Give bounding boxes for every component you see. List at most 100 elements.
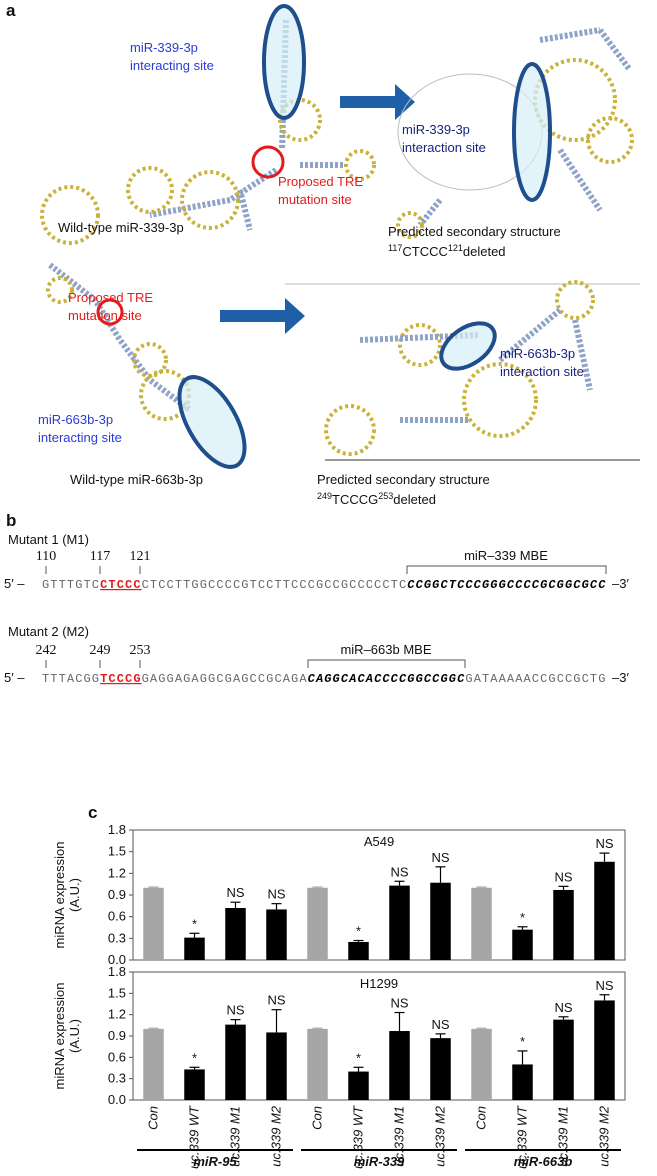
significance-label: * <box>356 1050 361 1065</box>
sequence: TTTACGGTCCCGGAGGAGAGGCGAGCCGCAGACAGGCACA… <box>42 672 607 686</box>
site-label: interacting site <box>38 430 122 445</box>
mbe-label: miR–339 MBE <box>464 548 548 563</box>
tre-label: Proposed TRE <box>278 174 363 189</box>
site-label: miR-339-3p <box>130 40 198 55</box>
tre-label: mutation site <box>278 192 352 207</box>
site-label: interaction site <box>402 140 486 155</box>
bar <box>307 1028 328 1100</box>
x-tick-label: uc.339 M2 <box>269 1105 284 1166</box>
x-tick-label: uc.339 WT <box>351 1105 366 1169</box>
bar <box>143 1028 164 1100</box>
significance-label: * <box>356 924 361 939</box>
seq-part: GATAAAAACCGCCGCTG <box>465 672 606 686</box>
position: 117 <box>90 549 110 564</box>
significance-label: NS <box>554 1000 572 1015</box>
y-tick-label: 1.8 <box>108 964 126 979</box>
group-label: miR-339 <box>354 1154 405 1169</box>
seq-part: CTCCTTGGCCCCGTCCTTCCCGCCGCCCCCTC <box>142 578 408 592</box>
x-tick-label: uc.339 M1 <box>228 1106 243 1167</box>
tre-label: Proposed TRE <box>68 290 153 305</box>
significance-label: NS <box>595 978 613 993</box>
significance-label: * <box>520 1034 525 1049</box>
bar <box>512 1064 533 1100</box>
rna-structure <box>40 4 634 245</box>
x-tick-label: Con <box>146 1106 161 1130</box>
y-tick-label: 0.6 <box>108 1049 126 1064</box>
deletion: 117CTCCC121deleted <box>388 243 506 259</box>
x-tick-label: Con <box>310 1106 325 1130</box>
group-label: miR-95 <box>193 1154 237 1169</box>
bar <box>348 1071 369 1100</box>
bar <box>266 1032 287 1100</box>
bar <box>307 887 328 960</box>
seq-deleted: CTCCC <box>100 578 142 592</box>
y-tick-label: 0.3 <box>108 1071 126 1086</box>
bar <box>184 1069 205 1100</box>
x-tick-label: Con <box>474 1106 489 1130</box>
five-prime: 5′ – <box>4 576 25 591</box>
chart-title: H1299 <box>360 976 398 991</box>
significance-label: NS <box>267 887 285 902</box>
y-tick-label: 0.9 <box>108 887 126 902</box>
rna-structure <box>46 262 640 469</box>
bar <box>348 941 369 960</box>
x-tick-label: uc.339 M1 <box>556 1106 571 1167</box>
y-axis-label: miRNA expression <box>52 842 67 949</box>
position: 249 <box>90 643 111 658</box>
position: 253 <box>130 643 151 658</box>
significance-label: NS <box>267 993 285 1008</box>
seq-part: GAGGAGAGGCGAGCCGCAGA <box>142 672 308 686</box>
five-prime: 5′ – <box>4 670 25 685</box>
y-tick-label: 0.6 <box>108 909 126 924</box>
bar <box>594 1000 615 1100</box>
three-prime: –3′ <box>612 576 629 591</box>
position: 121 <box>130 549 151 564</box>
bar <box>389 1031 410 1100</box>
deletion-end: 121 <box>448 243 463 253</box>
deletion-seq: CTCCC <box>402 244 448 259</box>
x-tick-label: uc.339 WT <box>515 1105 530 1169</box>
significance-label: NS <box>554 869 572 884</box>
site-label: miR-663b-3p <box>38 412 113 427</box>
significance-label: NS <box>226 1003 244 1018</box>
position: 242 <box>36 643 57 658</box>
y-axis-label: miRNA expression <box>52 983 67 1090</box>
mutant-title: Mutant 1 (M1) <box>8 532 89 547</box>
deletion: 249TCCCG253deleted <box>317 491 436 507</box>
bar <box>389 885 410 960</box>
y-tick-label: 0.3 <box>108 930 126 945</box>
y-tick-label: 1.2 <box>108 1007 126 1022</box>
sequence: GTTTGTCCTCCCCTCCTTGGCCCCGTCCTTCCCGCCGCCC… <box>42 578 607 592</box>
bar <box>512 929 533 960</box>
seq-part: TTTACGG <box>42 672 100 686</box>
structure-caption: Predicted secondary structure <box>317 472 490 487</box>
significance-label: * <box>192 1050 197 1065</box>
mbe-label: miR–663b MBE <box>340 642 431 657</box>
structure-caption: Wild-type miR-663b-3p <box>70 472 203 487</box>
chart-title: A549 <box>364 834 394 849</box>
seq-deleted: TCCCG <box>100 672 142 686</box>
y-tick-label: 1.2 <box>108 865 126 880</box>
deletion-seq: TCCCG <box>332 492 378 507</box>
x-tick-label: uc.339 M2 <box>433 1105 448 1166</box>
seq-mbe: CCGGCTCCCGGGCCCCGCGGCGCC <box>407 578 606 592</box>
bar <box>471 887 492 960</box>
panel-label: b <box>6 511 16 530</box>
significance-label: NS <box>595 836 613 851</box>
deletion-start: 249 <box>317 491 332 501</box>
bar <box>471 1028 492 1100</box>
significance-label: * <box>520 910 525 925</box>
site-label: interaction site <box>500 364 584 379</box>
site-label: miR-663b-3p <box>500 346 575 361</box>
bar <box>430 1038 451 1100</box>
seq-part: GTTTGTC <box>42 578 100 592</box>
y-tick-label: 1.8 <box>108 822 126 837</box>
site-label: interacting site <box>130 58 214 73</box>
significance-label: NS <box>390 996 408 1011</box>
tre-label: mutation site <box>68 308 142 323</box>
deletion-suffix: deleted <box>393 492 436 507</box>
structure-caption: Wild-type miR-339-3p <box>58 220 184 235</box>
three-prime: –3′ <box>612 670 629 685</box>
x-tick-label: uc.339 M2 <box>597 1105 612 1166</box>
bar <box>553 1019 574 1100</box>
